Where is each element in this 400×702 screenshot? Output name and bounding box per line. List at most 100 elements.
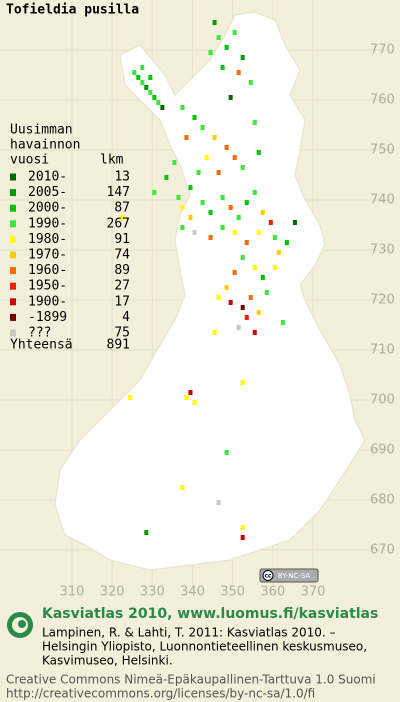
occurrence-cell xyxy=(208,210,213,215)
occurrence-cell xyxy=(240,525,245,530)
occurrence-cell xyxy=(232,155,237,160)
citation-line: Helsingin Yliopisto, Luonnontieteellinen… xyxy=(42,640,367,654)
legend-label: -1899 xyxy=(28,310,67,325)
occurrence-cell xyxy=(232,270,237,275)
occurrence-cell xyxy=(220,195,225,200)
y-tick-label: 670 xyxy=(370,543,395,558)
occurrence-cell xyxy=(240,380,245,385)
occurrence-cell xyxy=(188,185,193,190)
occurrence-cell xyxy=(268,220,273,225)
legend-label: 1990- xyxy=(28,216,67,231)
occurrence-cell xyxy=(284,240,289,245)
x-tick-label: 370 xyxy=(301,585,326,600)
occurrence-cell xyxy=(144,85,149,90)
occurrence-cell xyxy=(148,75,153,80)
logo-core xyxy=(18,620,26,628)
occurrence-cell xyxy=(208,50,213,55)
occurrence-cell xyxy=(240,305,245,310)
occurrence-cell xyxy=(180,205,185,210)
legend-count: 4 xyxy=(122,310,130,325)
occurrence-cell xyxy=(152,190,157,195)
site-title: Kasviatlas 2010, www.luomus.fi/kasviatla… xyxy=(42,606,378,622)
occurrence-cell xyxy=(184,135,189,140)
legend-count: 75 xyxy=(114,326,130,341)
y-tick-label: 720 xyxy=(370,293,395,308)
occurrence-cell xyxy=(244,200,249,205)
y-tick-label: 760 xyxy=(370,93,395,108)
legend-swatch xyxy=(10,329,16,337)
occurrence-cell xyxy=(196,170,201,175)
occurrence-cell xyxy=(256,150,261,155)
occurrence-cell xyxy=(272,235,277,240)
occurrence-cell xyxy=(240,165,245,170)
legend-label: 1970- xyxy=(28,248,67,263)
occurrence-cell xyxy=(172,160,177,165)
occurrence-cell xyxy=(132,70,137,75)
legend-count: 89 xyxy=(114,263,130,278)
legend-count: 267 xyxy=(107,216,130,231)
occurrence-cell xyxy=(192,230,197,235)
occurrence-cell xyxy=(216,500,221,505)
occurrence-cell xyxy=(228,300,233,305)
occurrence-cell xyxy=(200,200,205,205)
legend-label: 1900- xyxy=(28,294,67,309)
badge-license: BY-NC-SA xyxy=(278,572,311,580)
legend-count: 17 xyxy=(114,294,130,309)
logo xyxy=(7,612,33,638)
legend-label: 2005- xyxy=(28,185,67,200)
legend-count: 27 xyxy=(114,279,130,294)
legend-swatch xyxy=(10,173,16,181)
legend-total-label: Yhteensä xyxy=(10,338,73,353)
occurrence-cell xyxy=(180,105,185,110)
license-line: Creative Commons Nimeä-Epäkaupallinen-Ta… xyxy=(6,673,376,687)
legend-label: ??? xyxy=(28,326,51,341)
x-tick-label: 320 xyxy=(100,585,125,600)
legend-swatch xyxy=(10,251,16,259)
occurrence-cell xyxy=(256,230,261,235)
cc-badge: cc BY-NC-SA xyxy=(259,568,319,583)
occurrence-cell xyxy=(192,115,197,120)
legend-swatch xyxy=(10,282,16,290)
occurrence-cell xyxy=(260,275,265,280)
occurrence-cell xyxy=(252,265,257,270)
occurrence-cell xyxy=(152,95,157,100)
occurrence-cell xyxy=(144,530,149,535)
occurrence-cell xyxy=(176,195,181,200)
legend-swatch xyxy=(10,235,16,243)
occurrence-cell xyxy=(292,220,297,225)
occurrence-cell xyxy=(192,400,197,405)
license-line: http://creativecommons.org/licenses/by-n… xyxy=(6,687,315,701)
occurrence-cell xyxy=(140,65,145,70)
y-tick-label: 740 xyxy=(370,193,395,208)
occurrence-cell xyxy=(248,80,253,85)
occurrence-cell xyxy=(232,230,237,235)
occurrence-cell xyxy=(272,265,277,270)
occurrence-cell xyxy=(224,145,229,150)
occurrence-cell xyxy=(228,95,233,100)
occurrence-cell xyxy=(276,250,281,255)
occurrence-cells xyxy=(120,20,297,540)
x-tick-label: 360 xyxy=(260,585,285,600)
occurrence-cell xyxy=(236,70,241,75)
occurrence-cell xyxy=(256,310,261,315)
legend-heading: havainnon xyxy=(10,138,80,153)
legend-heading: vuosi xyxy=(10,153,49,168)
legend-count-heading: lkm xyxy=(100,153,124,168)
badge-circle xyxy=(262,570,274,581)
legend-count: 87 xyxy=(114,201,130,216)
occurrence-cell xyxy=(180,485,185,490)
legend-count: 13 xyxy=(114,170,130,185)
y-tick-label: 730 xyxy=(370,243,395,258)
occurrence-cell xyxy=(220,65,225,70)
occurrence-cell xyxy=(184,395,189,400)
occurrence-cell xyxy=(204,155,209,160)
occurrence-cell xyxy=(252,330,257,335)
legend-count: 74 xyxy=(114,248,130,263)
occurrence-cell xyxy=(228,205,233,210)
legend-swatch xyxy=(10,204,16,212)
legend-swatch xyxy=(10,313,16,321)
occurrence-cell xyxy=(240,55,245,60)
x-tick-label: 330 xyxy=(140,585,165,600)
x-tick-label: 350 xyxy=(220,585,245,600)
